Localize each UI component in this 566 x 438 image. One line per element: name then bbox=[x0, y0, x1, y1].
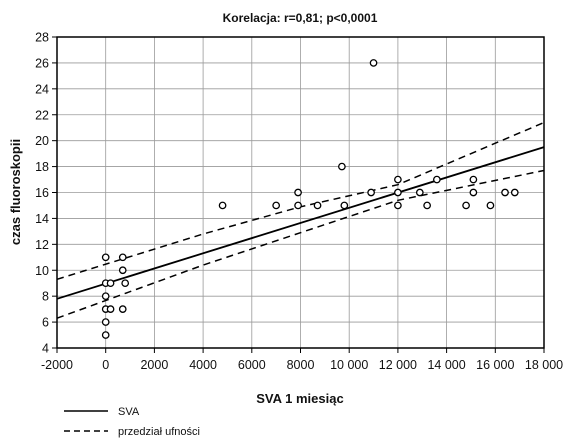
data-point bbox=[219, 202, 225, 208]
data-point bbox=[470, 176, 476, 182]
x-tick-label: -2000 bbox=[41, 358, 73, 372]
data-point bbox=[120, 254, 126, 260]
data-point bbox=[368, 189, 374, 195]
data-point bbox=[512, 189, 518, 195]
data-point bbox=[120, 267, 126, 273]
x-axis-ticks: -2000 0 2000 4000 6000 8000 10 000 12 000 14 000… bbox=[41, 348, 563, 372]
data-point bbox=[103, 332, 109, 338]
y-axis-ticks: 4 6 8 10 12 14 16 18 20 22 24 26 28 bbox=[35, 31, 57, 356]
data-point bbox=[103, 293, 109, 299]
legend-label-sva: SVA bbox=[118, 406, 140, 418]
data-point bbox=[314, 202, 320, 208]
y-tick-label: 20 bbox=[35, 134, 49, 148]
y-tick-label: 4 bbox=[42, 342, 49, 356]
legend-label-confidence: przedział ufności bbox=[118, 426, 200, 438]
x-tick-label: 2000 bbox=[140, 358, 168, 372]
x-tick-label: 6000 bbox=[238, 358, 266, 372]
x-axis-label: SVA 1 miesiąc bbox=[256, 391, 343, 406]
data-point bbox=[103, 319, 109, 325]
data-point bbox=[370, 60, 376, 66]
data-point bbox=[424, 202, 430, 208]
chart-title: Korelacja: r=0,81; p<0,0001 bbox=[223, 11, 378, 25]
x-tick-label: 10 000 bbox=[330, 358, 368, 372]
data-point bbox=[463, 202, 469, 208]
y-tick-label: 8 bbox=[42, 290, 49, 304]
data-point bbox=[103, 254, 109, 260]
y-tick-label: 14 bbox=[35, 212, 49, 226]
y-tick-label: 22 bbox=[35, 108, 49, 122]
data-point bbox=[434, 176, 440, 182]
y-tick-label: 6 bbox=[42, 316, 49, 330]
y-tick-label: 10 bbox=[35, 264, 49, 278]
x-tick-label: 14 000 bbox=[427, 358, 465, 372]
data-point bbox=[395, 189, 401, 195]
y-tick-label: 12 bbox=[35, 238, 49, 252]
x-tick-label: 0 bbox=[102, 358, 109, 372]
y-tick-label: 16 bbox=[35, 186, 49, 200]
data-point bbox=[295, 202, 301, 208]
y-tick-label: 18 bbox=[35, 160, 49, 174]
data-point bbox=[273, 202, 279, 208]
x-tick-label: 18 000 bbox=[525, 358, 563, 372]
x-tick-label: 4000 bbox=[189, 358, 217, 372]
legend: SVA przedział ufności bbox=[64, 406, 200, 438]
data-point bbox=[395, 202, 401, 208]
x-tick-label: 12 000 bbox=[379, 358, 417, 372]
data-point bbox=[295, 189, 301, 195]
data-point bbox=[107, 306, 113, 312]
x-tick-label: 8000 bbox=[287, 358, 315, 372]
data-point bbox=[487, 202, 493, 208]
x-tick-label: 16 000 bbox=[476, 358, 514, 372]
data-point bbox=[107, 280, 113, 286]
data-point bbox=[339, 163, 345, 169]
data-point bbox=[470, 189, 476, 195]
data-point bbox=[341, 202, 347, 208]
data-point bbox=[395, 176, 401, 182]
y-tick-label: 26 bbox=[35, 56, 49, 70]
y-axis-label: czas fluoroskopii bbox=[8, 139, 23, 245]
y-tick-label: 28 bbox=[35, 31, 49, 45]
data-point bbox=[122, 280, 128, 286]
y-tick-label: 24 bbox=[35, 82, 49, 96]
data-point bbox=[417, 189, 423, 195]
data-point bbox=[120, 306, 126, 312]
data-point bbox=[502, 189, 508, 195]
